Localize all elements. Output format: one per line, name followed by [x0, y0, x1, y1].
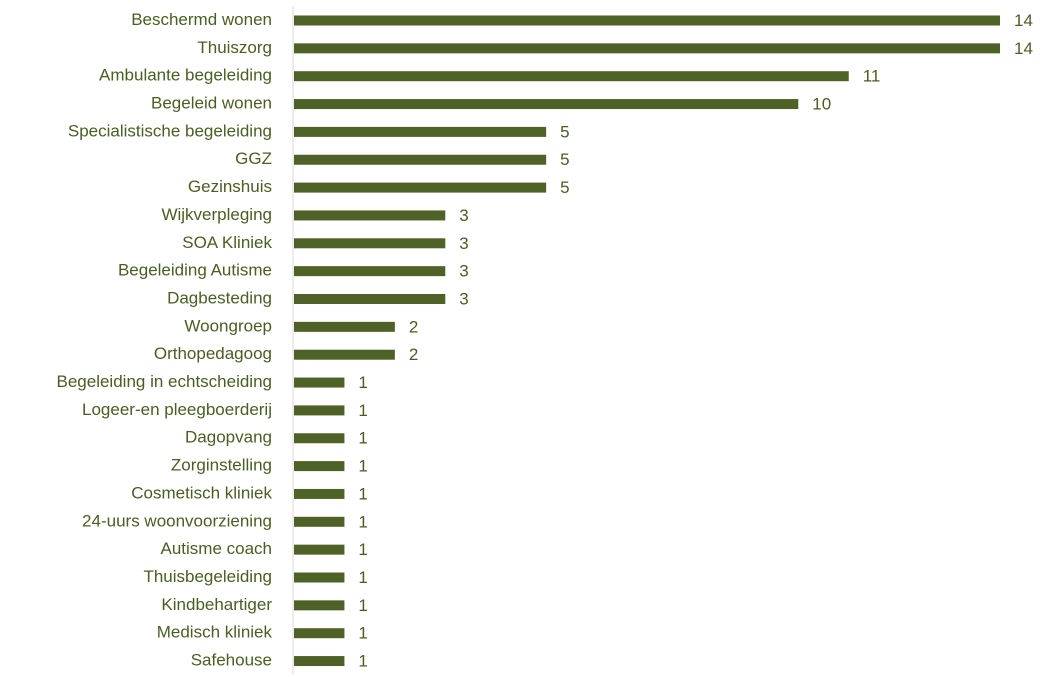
bar [294, 182, 547, 193]
category-label: Zorginstelling [171, 456, 272, 475]
bar [294, 572, 345, 583]
bar [294, 238, 446, 249]
value-label: 5 [560, 178, 569, 197]
category-label: Safehouse [191, 651, 272, 670]
value-label: 5 [560, 150, 569, 169]
category-label: Thuisbegeleiding [143, 567, 272, 586]
category-label: Begeleiding in echtscheiding [57, 372, 273, 391]
value-label: 5 [560, 122, 569, 141]
category-label: GGZ [235, 149, 272, 168]
category-label: Dagopvang [185, 428, 272, 447]
category-label: Gezinshuis [188, 177, 272, 196]
category-label: Cosmetisch kliniek [131, 483, 272, 502]
bar [294, 600, 345, 611]
value-label: 1 [358, 624, 367, 643]
bar [294, 516, 345, 527]
bar [294, 377, 345, 388]
bar [294, 99, 799, 110]
value-label: 1 [358, 373, 367, 392]
value-label: 1 [358, 540, 367, 559]
bar [294, 294, 446, 304]
category-label: Dagbesteding [167, 288, 272, 307]
category-labels: Beschermd wonen Thuiszorg Ambulante begele… [57, 10, 273, 670]
value-label: 1 [358, 568, 367, 587]
value-label: 1 [358, 512, 367, 531]
category-label: Begeleid wonen [151, 94, 272, 113]
category-label: Wijkverpleging [161, 205, 272, 224]
value-label: 1 [358, 484, 367, 503]
value-label: 1 [358, 652, 367, 671]
bars [294, 15, 1001, 667]
value-label: 2 [409, 317, 418, 336]
value-label: 3 [459, 262, 468, 281]
category-label: Specialistische begeleiding [68, 121, 272, 140]
bar [294, 154, 547, 165]
category-label: Logeer-en pleegboerderij [82, 400, 272, 419]
bar [294, 488, 345, 499]
value-label: 14 [1014, 39, 1033, 58]
bar [294, 266, 446, 277]
category-label: Thuiszorg [197, 38, 272, 57]
value-label: 1 [358, 596, 367, 615]
bar [294, 628, 345, 639]
category-label: Ambulante begeleiding [99, 66, 272, 85]
category-label: Begeleiding Autisme [118, 261, 272, 280]
value-label: 3 [459, 289, 468, 308]
category-label: Woongroep [184, 316, 272, 335]
bar [294, 433, 345, 444]
bar [294, 349, 395, 360]
value-label: 3 [459, 234, 468, 253]
bar [294, 321, 395, 332]
value-label: 10 [812, 95, 831, 114]
bar [294, 544, 345, 555]
bar [294, 126, 547, 137]
bar [294, 15, 1001, 26]
category-label: SOA Kliniek [182, 233, 272, 252]
category-label: 24-uurs woonvoorziening [82, 511, 272, 530]
category-label: Autisme coach [161, 539, 273, 558]
value-label: 14 [1014, 11, 1033, 30]
bar [294, 405, 345, 416]
bar [294, 71, 849, 82]
bar [294, 461, 345, 472]
category-label: Beschermd wonen [131, 10, 272, 29]
category-label: Medisch kliniek [157, 623, 273, 642]
value-label: 3 [459, 206, 468, 225]
bar [294, 210, 446, 221]
category-label: Kindbehartiger [161, 595, 272, 614]
value-label: 1 [358, 429, 367, 448]
value-label: 1 [358, 457, 367, 476]
bar [294, 656, 345, 667]
value-label: 11 [863, 67, 881, 86]
bar [294, 43, 1001, 54]
value-label: 1 [358, 401, 367, 420]
category-label: Orthopedagoog [154, 344, 272, 363]
value-label: 2 [409, 345, 418, 364]
